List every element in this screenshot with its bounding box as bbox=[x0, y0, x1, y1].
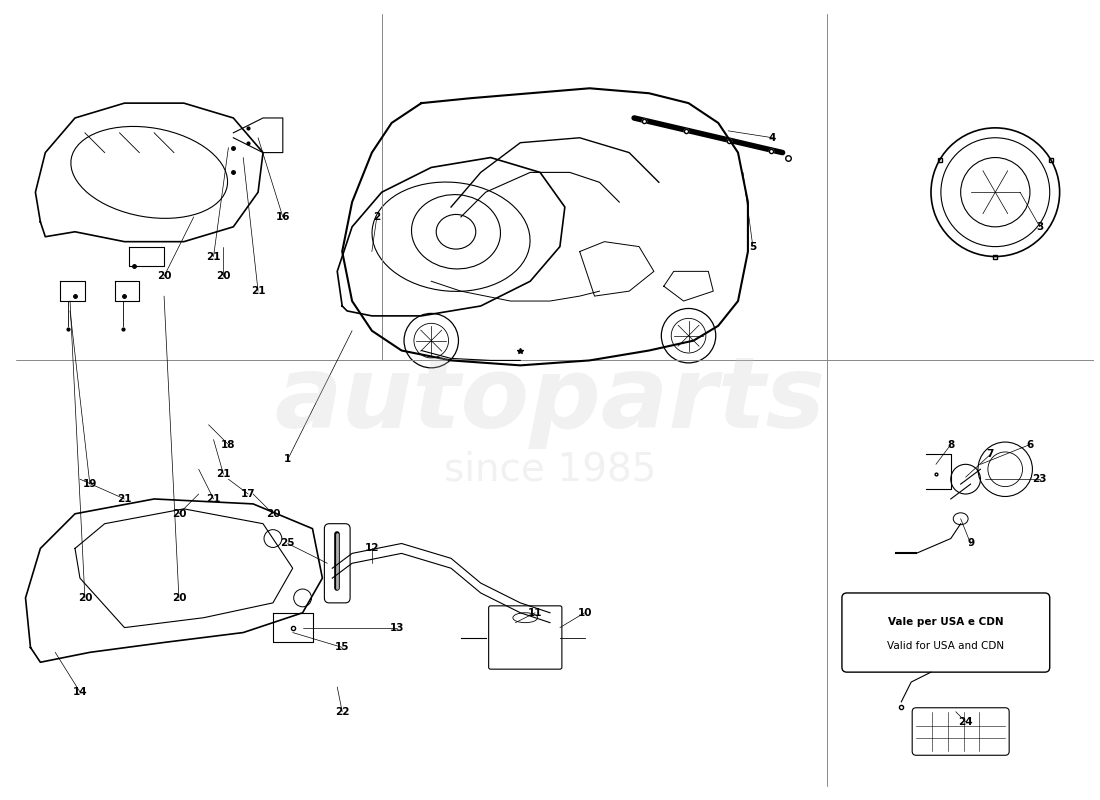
Text: 12: 12 bbox=[364, 543, 380, 554]
Text: 21: 21 bbox=[217, 470, 231, 479]
Text: 22: 22 bbox=[334, 706, 350, 717]
Text: 20: 20 bbox=[266, 509, 280, 519]
Text: 25: 25 bbox=[280, 538, 295, 549]
Text: 13: 13 bbox=[389, 622, 404, 633]
Text: 2: 2 bbox=[373, 212, 381, 222]
Text: 20: 20 bbox=[157, 271, 172, 282]
Text: 21: 21 bbox=[207, 251, 221, 262]
Text: 5: 5 bbox=[749, 242, 757, 252]
Text: 6: 6 bbox=[1026, 439, 1034, 450]
Text: 11: 11 bbox=[528, 608, 542, 618]
Text: 23: 23 bbox=[1033, 474, 1047, 484]
Text: 20: 20 bbox=[172, 509, 186, 519]
Text: 4: 4 bbox=[769, 133, 777, 142]
Text: 7: 7 bbox=[987, 450, 994, 459]
Text: 20: 20 bbox=[172, 593, 186, 603]
Text: 15: 15 bbox=[334, 642, 350, 652]
Text: 21: 21 bbox=[251, 286, 265, 296]
Text: 17: 17 bbox=[241, 489, 255, 499]
FancyBboxPatch shape bbox=[324, 524, 350, 603]
Text: 21: 21 bbox=[118, 494, 132, 504]
Text: autoparts: autoparts bbox=[275, 351, 825, 449]
Text: 18: 18 bbox=[221, 439, 235, 450]
Text: Valid for USA and CDN: Valid for USA and CDN bbox=[888, 642, 1004, 651]
Text: 8: 8 bbox=[947, 439, 955, 450]
Text: 1: 1 bbox=[284, 454, 292, 464]
Text: 14: 14 bbox=[73, 687, 87, 697]
Text: 3: 3 bbox=[1036, 222, 1044, 232]
Text: 16: 16 bbox=[276, 212, 290, 222]
Text: Vale per USA e CDN: Vale per USA e CDN bbox=[888, 617, 1003, 627]
Text: 24: 24 bbox=[958, 717, 972, 726]
Text: 20: 20 bbox=[78, 593, 92, 603]
Text: 19: 19 bbox=[82, 479, 97, 489]
Text: 20: 20 bbox=[217, 271, 231, 282]
Text: 10: 10 bbox=[578, 608, 592, 618]
Text: since 1985: since 1985 bbox=[443, 450, 657, 488]
Text: 9: 9 bbox=[967, 538, 975, 549]
Text: 21: 21 bbox=[207, 494, 221, 504]
